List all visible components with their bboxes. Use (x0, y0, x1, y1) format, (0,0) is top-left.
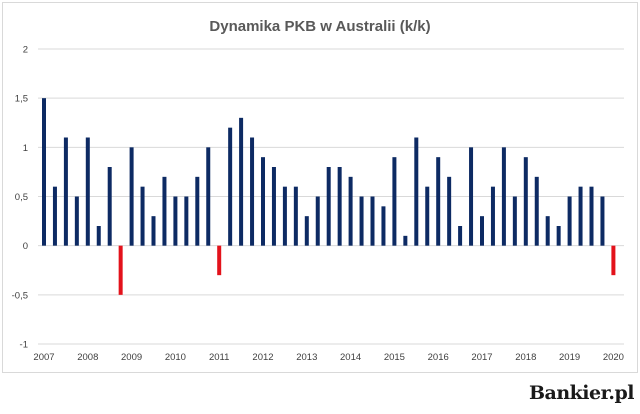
bar (282, 186, 287, 246)
x-tick-label: 2013 (296, 352, 317, 363)
x-tick-label: 2015 (384, 352, 405, 363)
bar (556, 226, 561, 246)
bar (567, 196, 572, 246)
x-tick-label: 2019 (559, 352, 580, 363)
chart-title: Dynamika PKB w Australii (k/k) (209, 18, 430, 35)
bar (392, 157, 397, 246)
bar (490, 186, 495, 246)
bar (195, 176, 200, 246)
bar (271, 167, 276, 246)
bar (359, 196, 364, 246)
bankier-logo: Bankier.pl (528, 382, 635, 404)
bar (545, 216, 550, 246)
x-tick-label: 2010 (165, 352, 186, 363)
bar (293, 186, 298, 246)
x-tick-label: 2017 (471, 352, 492, 363)
bar (458, 226, 463, 246)
bar (250, 137, 255, 246)
bar (403, 235, 408, 246)
y-tick-label: 2 (23, 45, 28, 56)
bars (42, 98, 616, 295)
x-axis-ticks: 2007 2008 2009 2010 2011 2012 2013 2014 2015 2016… (33, 352, 624, 363)
bar (261, 157, 265, 246)
bar (600, 196, 605, 246)
x-tick-label: 2009 (121, 352, 142, 363)
y-tick-label: 0 (23, 241, 28, 252)
x-tick-label: 2016 (428, 352, 449, 363)
gridlines (38, 48, 624, 345)
y-tick-label: 1,5 (15, 94, 28, 105)
bar (63, 137, 68, 246)
bar (184, 196, 189, 246)
x-tick-label: 2007 (33, 352, 54, 363)
bar (512, 196, 517, 246)
bar (348, 176, 353, 246)
x-tick-label: 2008 (77, 352, 98, 363)
bar (425, 186, 430, 246)
bar (523, 157, 528, 246)
bar (469, 147, 474, 246)
bar (228, 127, 233, 246)
bar (578, 186, 583, 246)
x-tick-label: 2011 (209, 352, 229, 363)
bar (239, 117, 244, 246)
x-tick-label: 2012 (252, 352, 273, 363)
bar (414, 137, 419, 246)
bar (162, 176, 167, 246)
y-tick-label: -1 (20, 340, 28, 351)
y-tick-label: 1 (23, 143, 28, 154)
bar (42, 98, 46, 246)
bar (447, 176, 452, 246)
x-tick-label: 2014 (340, 352, 361, 363)
bar (85, 137, 90, 246)
bar (151, 216, 156, 246)
bar (217, 245, 222, 276)
bar (107, 167, 112, 246)
bar (315, 196, 320, 246)
bar (304, 216, 309, 246)
bar (534, 176, 539, 246)
bar (52, 186, 57, 246)
bar (436, 157, 441, 246)
y-axis-ticks: 2 1,5 1 0,5 0 -0,5 -1 (12, 45, 28, 351)
x-tick-label: 2018 (515, 352, 536, 363)
bar (370, 196, 375, 246)
bar (480, 216, 484, 246)
x-tick-label: 2020 (603, 352, 624, 363)
y-tick-label: -0,5 (12, 290, 28, 301)
bar (326, 167, 331, 246)
bar (206, 147, 211, 246)
bar (129, 147, 134, 246)
bar (173, 196, 178, 246)
bar (611, 245, 616, 276)
bar (140, 186, 145, 246)
bar (337, 167, 342, 246)
bar (96, 226, 101, 246)
bar (501, 147, 506, 246)
bar (74, 196, 79, 246)
y-tick-label: 0,5 (15, 192, 28, 203)
bar (381, 206, 386, 246)
bar (589, 186, 594, 246)
bar (118, 245, 123, 295)
plot-frame (2, 2, 638, 373)
